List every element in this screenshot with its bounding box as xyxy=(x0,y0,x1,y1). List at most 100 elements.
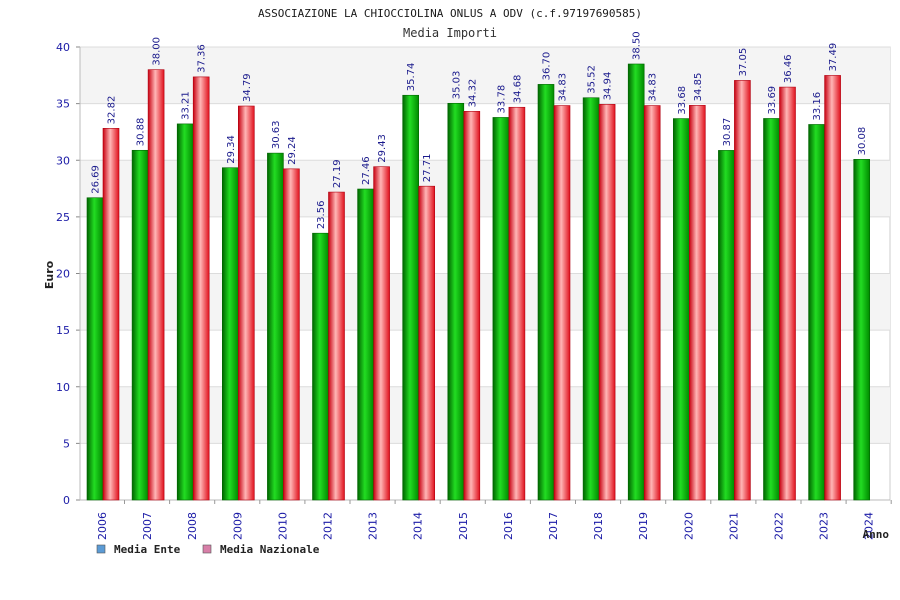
bar-media-ente-2019 xyxy=(627,63,645,501)
y-tick-label: 15 xyxy=(56,324,70,337)
value-label: 34.79 xyxy=(242,73,253,102)
value-label: 33.21 xyxy=(181,91,192,120)
x-tick-label: 2017 xyxy=(547,512,560,540)
bar-media-ente-2021 xyxy=(718,150,735,501)
x-axis-ticks: 2006 2007 2008 2009 2010 2012 2013 2014 2015 2016… xyxy=(96,500,892,540)
value-label: 32.82 xyxy=(107,96,118,125)
bar-media-nazionale-2020 xyxy=(688,105,706,501)
y-tick-label: 5 xyxy=(63,437,70,450)
value-label: 23.56 xyxy=(316,201,327,230)
value-labels: 26.69 32.82 30.88 38.00 33.21 37.36 29.34 34.79… xyxy=(91,31,869,229)
chart-subtitle: Media Importi xyxy=(403,26,497,40)
y-tick-label: 35 xyxy=(56,98,70,111)
plot-band xyxy=(80,47,890,104)
bar-media-ente-2015 xyxy=(447,102,465,501)
legend-label: Media Ente xyxy=(114,543,181,556)
bar-media-nazionale-2013 xyxy=(373,166,390,501)
bars xyxy=(86,63,871,501)
bar-media-ente-2014 xyxy=(402,94,420,501)
value-label: 27.71 xyxy=(422,154,433,183)
y-axis-ticks: 0 5 10 15 20 25 30 35 40 xyxy=(56,41,70,507)
bar-media-ente-2006 xyxy=(86,197,104,501)
value-label: 27.46 xyxy=(361,156,372,185)
value-label: 34.32 xyxy=(467,79,478,108)
x-tick-label: 2020 xyxy=(682,512,695,540)
bar-media-nazionale-2006 xyxy=(102,128,120,501)
x-tick-label: 2021 xyxy=(727,512,740,540)
bar-media-nazionale-2010 xyxy=(283,168,300,501)
bar-media-nazionale-2007 xyxy=(147,69,165,501)
bar-media-ente-2008 xyxy=(176,123,194,501)
value-label: 34.83 xyxy=(648,73,659,102)
legend-swatch xyxy=(202,544,212,554)
x-tick-label: 2018 xyxy=(592,512,605,540)
value-label: 30.88 xyxy=(136,118,147,147)
x-tick-label: 2012 xyxy=(322,512,335,540)
bar-media-nazionale-2021 xyxy=(734,80,751,501)
value-label: 35.52 xyxy=(587,65,598,94)
value-label: 34.94 xyxy=(603,72,614,101)
x-tick-label: 2014 xyxy=(412,512,425,540)
bar-media-nazionale-2008 xyxy=(192,76,210,501)
bar-media-nazionale-2018 xyxy=(598,104,616,501)
x-tick-label: 2007 xyxy=(141,512,154,540)
x-tick-label: 2013 xyxy=(367,512,380,540)
value-label: 36.70 xyxy=(542,52,553,81)
bar-media-nazionale-2015 xyxy=(463,111,481,501)
bar-media-ente-2007 xyxy=(131,149,149,501)
value-label: 38.50 xyxy=(632,31,643,60)
y-tick-label: 30 xyxy=(56,154,70,167)
x-tick-label: 2022 xyxy=(773,512,786,540)
legend-label: Media Nazionale xyxy=(220,543,320,556)
bar-media-ente-2009 xyxy=(222,167,239,501)
legend-swatch xyxy=(96,544,106,554)
value-label: 33.68 xyxy=(677,86,688,115)
value-label: 26.69 xyxy=(91,165,102,194)
value-label: 29.24 xyxy=(287,136,298,165)
bar-media-ente-2024 xyxy=(853,159,871,501)
value-label: 38.00 xyxy=(152,37,163,66)
bar-media-nazionale-2016 xyxy=(508,106,526,501)
bar-media-nazionale-2012 xyxy=(328,191,345,501)
value-label: 33.69 xyxy=(767,86,778,115)
value-label: 34.83 xyxy=(558,73,569,102)
bar-media-ente-2022 xyxy=(763,118,780,501)
bar-media-nazionale-2019 xyxy=(643,105,661,501)
x-tick-label: 2006 xyxy=(96,512,109,540)
value-label: 34.68 xyxy=(512,75,523,104)
value-label: 30.87 xyxy=(722,118,733,147)
y-tick-label: 40 xyxy=(56,41,70,54)
x-axis-label: Anno xyxy=(863,528,890,541)
x-tick-label: 2009 xyxy=(231,512,244,540)
value-label: 29.43 xyxy=(377,134,388,163)
x-tick-label: 2024 xyxy=(863,512,876,540)
bar-media-ente-2020 xyxy=(672,118,690,501)
y-tick-label: 10 xyxy=(56,381,70,394)
value-label: 34.85 xyxy=(693,73,704,102)
bar-media-ente-2013 xyxy=(357,188,374,501)
plot-band xyxy=(80,273,890,331)
y-tick-label: 25 xyxy=(56,211,70,224)
x-tick-label: 2015 xyxy=(457,512,470,540)
legend: Media Ente Media Nazionale xyxy=(96,543,320,556)
value-label: 36.46 xyxy=(783,54,794,83)
bar-media-nazionale-2009 xyxy=(238,105,255,501)
value-label: 27.19 xyxy=(332,159,343,188)
value-label: 37.36 xyxy=(197,44,208,73)
plot-band xyxy=(80,386,890,444)
value-label: 35.03 xyxy=(451,71,462,100)
bar-media-ente-2018 xyxy=(582,97,600,501)
value-label: 33.16 xyxy=(812,92,823,121)
x-tick-label: 2010 xyxy=(276,512,289,540)
chart-title: ASSOCIAZIONE LA CHIOCCIOLINA ONLUS A ODV… xyxy=(258,7,642,20)
bar-media-ente-2012 xyxy=(312,232,329,501)
y-axis-label: Euro xyxy=(43,260,56,289)
bar-media-nazionale-2014 xyxy=(418,185,436,501)
bar-media-nazionale-2023 xyxy=(824,75,841,501)
x-tick-label: 2016 xyxy=(502,512,515,540)
x-tick-label: 2019 xyxy=(637,512,650,540)
y-tick-label: 20 xyxy=(56,268,70,281)
value-label: 37.49 xyxy=(828,43,839,72)
